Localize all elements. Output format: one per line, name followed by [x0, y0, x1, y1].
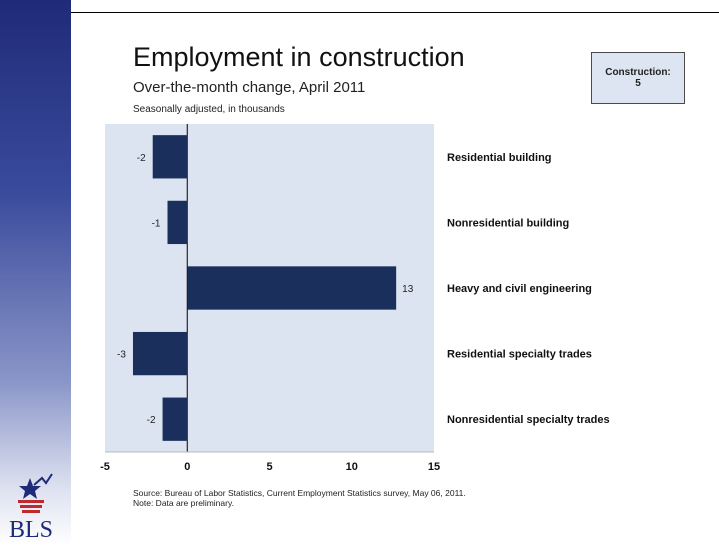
source-text: Source: Bureau of Labor Statistics, Curr…: [133, 488, 466, 498]
callout-value: 5: [635, 78, 641, 89]
category-label-3: Residential specialty trades: [447, 349, 592, 361]
x-tick-label: 0: [184, 461, 190, 473]
bar-0: [152, 135, 188, 179]
x-tick-label: -5: [100, 461, 110, 473]
category-label-2: Heavy and civil engineering: [447, 283, 592, 295]
bar-1: [167, 200, 188, 245]
x-tick-label: 10: [346, 461, 358, 473]
x-tick-label: 15: [428, 461, 440, 473]
data-label-2: 13: [402, 284, 414, 295]
data-label-3: -3: [117, 350, 126, 361]
category-label-0: Residential building: [447, 152, 552, 164]
logo-text: BLS: [9, 517, 54, 543]
data-label-4: -2: [147, 415, 156, 426]
bar-3: [132, 331, 188, 376]
bar-2: [187, 266, 397, 310]
units-note: Seasonally adjusted, in thousands: [133, 104, 285, 115]
data-label-0: -2: [137, 153, 146, 164]
chart-title: Employment in construction: [133, 42, 465, 72]
data-label-1: -1: [152, 218, 161, 229]
x-tick-label: 5: [266, 461, 272, 473]
construction-callout: Construction: 5: [591, 52, 685, 104]
preliminary-note: Note: Data are preliminary.: [133, 498, 234, 508]
top-divider: [71, 12, 719, 13]
category-label-4: Nonresidential specialty trades: [447, 414, 610, 426]
bls-logo-icon: [18, 473, 53, 513]
source-note: Source: Bureau of Labor Statistics, Curr…: [133, 488, 466, 508]
category-label-1: Nonresidential building: [447, 217, 569, 229]
bar-4: [162, 397, 188, 441]
chart-subtitle: Over-the-month change, April 2011: [133, 79, 366, 96]
sidebar-band: [0, 0, 71, 546]
callout-label: Construction:: [605, 67, 671, 78]
